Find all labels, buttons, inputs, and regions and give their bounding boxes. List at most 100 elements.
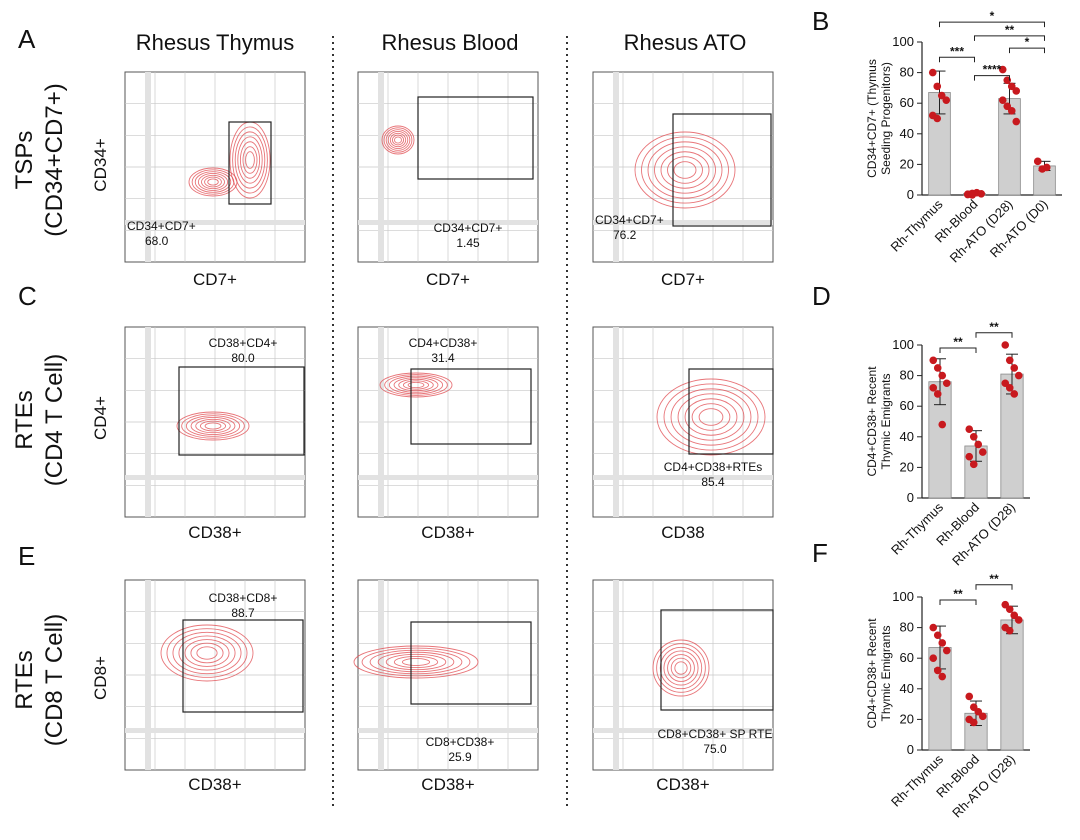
flow-contour (181, 413, 245, 439)
data-point (938, 639, 947, 647)
bar-y-label-line: Seeding Progenitors) (879, 62, 893, 175)
flow-ylabel-cd8: CD8+ (91, 656, 110, 700)
gate-label: CD34+CD7+ (595, 213, 664, 227)
significance-label: * (1025, 35, 1030, 49)
data-point (969, 718, 978, 727)
bar-y-tick-label: 40 (900, 429, 914, 444)
flow-contour (201, 174, 225, 190)
data-point (938, 672, 947, 681)
data-point (1012, 87, 1021, 95)
data-point (1033, 157, 1042, 166)
significance-bracket (975, 584, 1013, 590)
flow-contour (245, 151, 255, 169)
row-title-rtes-cd8: RTEs (11, 650, 38, 710)
column-title-blood: Rhesus Blood (382, 30, 519, 55)
significance-label: ** (1005, 23, 1015, 37)
flow-contour (178, 635, 236, 671)
data-point (1014, 371, 1023, 380)
data-point (933, 364, 942, 372)
flow-contour (353, 645, 479, 679)
data-point (974, 440, 983, 449)
data-point (933, 114, 942, 123)
bar-y-tick-label: 20 (900, 459, 914, 474)
flow-ylabel-cd34: CD34+ (91, 138, 110, 191)
panel-label-a: A (18, 24, 36, 54)
flow-contour (398, 378, 434, 392)
data-point (1042, 163, 1051, 172)
flow-plot-r2-c1: CD8+CD38+25.9 CD38+ (353, 579, 539, 794)
bar-y-tick-label: 60 (900, 398, 914, 413)
panel-label-e: E (18, 541, 35, 571)
significance-bracket (939, 56, 975, 63)
significance-label: ** (953, 335, 963, 349)
data-point (978, 448, 987, 456)
column-title-thymus: Rhesus Thymus (136, 30, 295, 55)
bar-y-label-line: Thymic Emigrants (879, 373, 893, 469)
data-point (938, 371, 947, 380)
significance-bracket (939, 21, 1045, 28)
bar-y-tick-label: 0 (907, 742, 914, 757)
significance-label: ** (989, 572, 999, 586)
gate-label: CD38+CD4+ (209, 336, 278, 350)
bar-charts: 0 20 40 60 80 100 CD34+CD7+ (ThymusSeeding Pro… (865, 9, 1062, 821)
flow-contour (242, 146, 258, 174)
flow-ylabel-cd4: CD4+ (91, 396, 110, 440)
gate-value: 25.9 (448, 750, 472, 764)
flow-contour (391, 134, 405, 146)
data-point (1005, 384, 1014, 392)
flow-plots: CD34+CD7+68.0CD7+CD34+CD7+1.45CD7+CD34+C… (124, 71, 774, 794)
row-subtitle-rtes-cd8: (CD8 T Cell) (41, 614, 68, 746)
gate-label: CD34+CD7+ (127, 219, 196, 233)
flow-contour (190, 417, 236, 435)
data-point (933, 390, 942, 398)
bar-y-label: CD34+CD7+ (ThymusSeeding Progenitors) (865, 59, 893, 178)
row-title-rtes-cd4: RTEs (11, 390, 38, 450)
flow-axis-band (145, 580, 151, 770)
data-point (929, 654, 938, 662)
data-point (1010, 364, 1019, 372)
data-point (1005, 605, 1014, 614)
flow-contour (634, 131, 736, 209)
gate-value: 80.0 (231, 351, 255, 365)
data-point (933, 82, 942, 91)
flow-contour (691, 403, 731, 431)
significance-label: **** (983, 63, 1002, 77)
data-point (1012, 117, 1021, 126)
flow-contour (663, 650, 699, 686)
flow-contour (659, 646, 703, 690)
flow-contour (660, 151, 710, 189)
flow-contour (393, 655, 439, 669)
flow-contour (232, 126, 268, 194)
flow-contour (667, 654, 695, 682)
flow-contour (407, 381, 425, 389)
flow-xlabel: CD38+ (421, 523, 474, 542)
flow-axis-band (358, 220, 538, 225)
flow-contour (652, 639, 710, 697)
flow-contour (387, 131, 409, 149)
bar-y-label: CD4+CD38+ RecentThymic Emigrants (865, 366, 893, 477)
data-point (942, 379, 951, 388)
flow-contour (188, 167, 238, 197)
flow-xlabel: CD38+ (188, 775, 241, 794)
data-point (965, 425, 974, 433)
data-point (933, 631, 942, 640)
flow-contour (207, 178, 219, 186)
gate-box (417, 96, 534, 180)
flow-plot-r0-c0: CD34+CD7+68.0 CD7+ (124, 71, 306, 289)
flow-axis-band (613, 327, 619, 517)
bar-category-label: Rh-ATO (D28) (949, 752, 1018, 821)
flow-contour (656, 378, 766, 456)
gate-box (660, 609, 774, 711)
flow-contour (184, 639, 230, 667)
gate-box (228, 121, 272, 205)
flow-contour (361, 647, 471, 677)
flow-contour (369, 649, 463, 675)
data-point (965, 692, 974, 701)
significance-bracket (975, 332, 1013, 338)
data-point (938, 420, 947, 429)
flow-contour (394, 136, 402, 144)
panel-label-b: B (812, 6, 829, 36)
data-point (969, 433, 978, 441)
flow-contour (204, 176, 222, 188)
data-point (942, 96, 951, 104)
